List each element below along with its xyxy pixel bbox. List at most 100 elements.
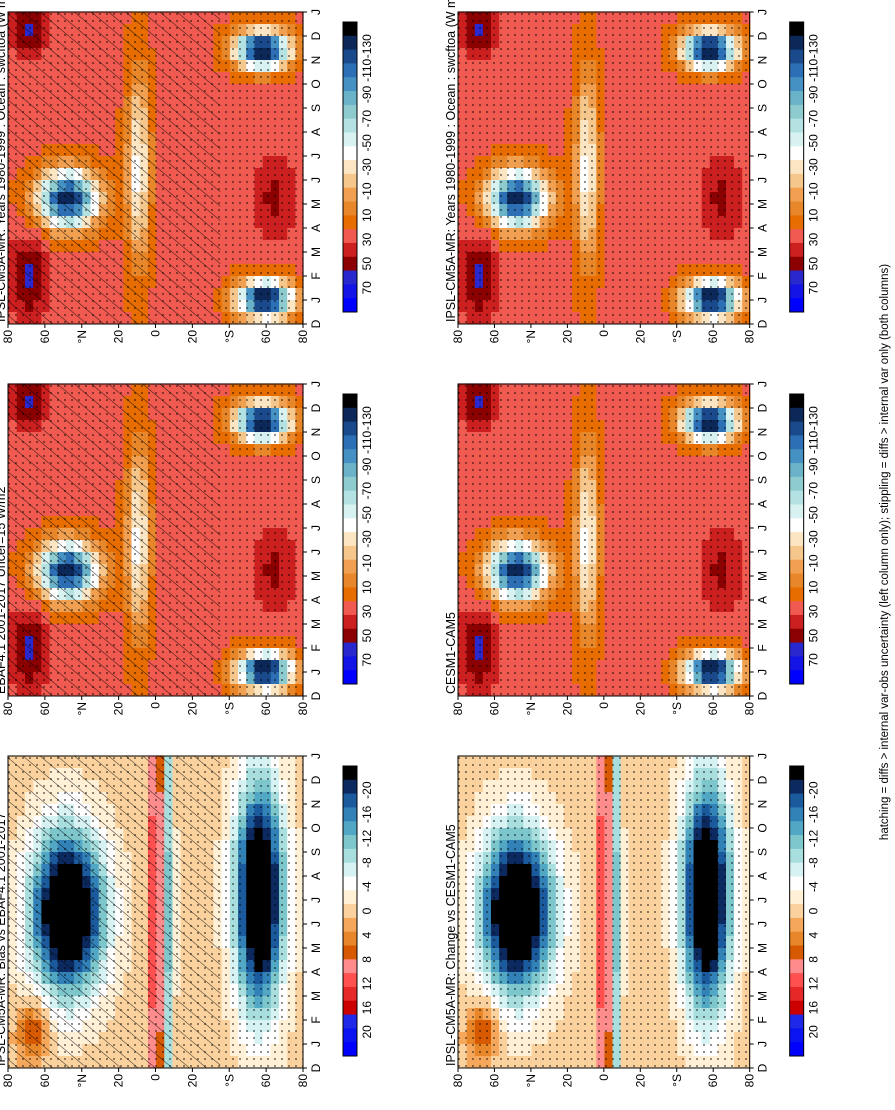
colorbar-swatch (790, 132, 804, 146)
colorbar-swatch (343, 298, 357, 312)
colorbar-swatch (343, 229, 357, 243)
x-tick-label: J (756, 525, 770, 531)
colorbar-label: -130 (360, 34, 374, 58)
x-tick-label: J (309, 297, 323, 303)
x-tick-label: J (756, 669, 770, 675)
colorbar-label: 50 (360, 629, 374, 643)
x-tick-label: A (309, 224, 323, 232)
colorbar-swatch (790, 187, 804, 201)
x-tick-label: J (309, 177, 323, 183)
y-tick-label: 20 (112, 330, 126, 344)
colorbar-swatch (790, 532, 804, 546)
x-tick-label: M (756, 571, 770, 581)
y-tick-label: 20 (112, 702, 126, 716)
colorbar-label: 50 (807, 629, 821, 643)
y-tick-label: 60 (38, 330, 52, 344)
colorbar-label: -110 (807, 58, 821, 81)
y-tick-label: °S (670, 702, 684, 715)
y-tick-label: 60 (706, 330, 720, 344)
x-tick-label: F (756, 272, 770, 279)
colorbar-label: -10 (360, 182, 374, 200)
colorbar-swatch (790, 435, 804, 449)
colorbar-swatch (790, 670, 804, 684)
colorbar-swatch (790, 642, 804, 656)
y-tick-label: °S (222, 702, 236, 715)
x-tick-label: S (309, 104, 323, 112)
colorbar-swatch (790, 270, 804, 284)
colorbar-label: 10 (360, 580, 374, 594)
y-tick-label: 0 (149, 330, 163, 337)
colorbar-swatch (790, 35, 804, 49)
colorbar-swatch (343, 628, 357, 642)
colorbar-swatch (790, 421, 804, 435)
colorbar-swatch (343, 559, 357, 573)
colorbar-swatch (343, 146, 357, 160)
y-tick-label: 20 (185, 702, 199, 716)
colorbar-swatch (790, 559, 804, 573)
colorbar-swatch (343, 614, 357, 628)
colorbar-swatch (790, 614, 804, 628)
y-tick-label: 80 (451, 702, 465, 716)
x-tick-label: J (756, 549, 770, 555)
colorbar-swatch (790, 49, 804, 63)
colorbar-swatch (343, 242, 357, 256)
colorbar-label: -70 (807, 110, 821, 128)
x-tick-label: D (309, 31, 323, 40)
x-tick-label: A (309, 500, 323, 508)
y-tick-label: 20 (560, 702, 574, 716)
x-tick-label: M (309, 571, 323, 581)
x-tick-label: F (756, 644, 770, 651)
colorbar-swatch (790, 476, 804, 490)
colorbar-swatch (790, 656, 804, 670)
colorbar-swatch (790, 63, 804, 77)
colorbar-label: -10 (807, 554, 821, 572)
colorbar-label: -90 (807, 86, 821, 104)
x-tick-label: D (309, 319, 323, 328)
x-tick-label: A (756, 128, 770, 136)
colorbar-label: -50 (360, 506, 374, 524)
colorbar-label: 10 (807, 580, 821, 594)
colorbar-label: -30 (807, 158, 821, 176)
colorbar-swatch (343, 173, 357, 187)
panel-title: EBAF4.1 2001-2017 Uncer=15 W/m2 (0, 487, 8, 694)
colorbar-swatch (343, 91, 357, 105)
x-tick-label: A (756, 500, 770, 508)
colorbar-swatch (343, 504, 357, 518)
colorbar-swatch (343, 77, 357, 91)
colorbar-swatch (343, 187, 357, 201)
y-tick-label: 60 (487, 330, 501, 344)
panel-title: IPSL-CM5A-MR: Years 1980-1999 : Ocean : … (443, 0, 458, 322)
x-tick-label: D (756, 31, 770, 40)
x-tick-label: J (309, 153, 323, 159)
colorbar-swatch (343, 132, 357, 146)
colorbar-swatch (343, 545, 357, 559)
y-tick-label: °S (670, 330, 684, 343)
colorbar-swatch (343, 449, 357, 463)
colorbar-swatch (343, 518, 357, 532)
hatching-overlay (8, 384, 220, 696)
colorbar-swatch (790, 77, 804, 91)
x-tick-label: J (756, 381, 770, 387)
colorbar-label: 30 (360, 605, 374, 619)
x-tick-label: A (756, 224, 770, 232)
x-tick-label: M (309, 247, 323, 257)
y-tick-label: 80 (296, 330, 310, 344)
colorbar-swatch (790, 463, 804, 477)
y-tick-label: 80 (296, 702, 310, 716)
colorbar-label: -10 (807, 182, 821, 200)
y-tick-label: 20 (185, 330, 199, 344)
colorbar-label: -30 (360, 158, 374, 176)
x-tick-label: J (309, 549, 323, 555)
colorbar-swatch (343, 104, 357, 118)
y-tick-label: °N (524, 702, 538, 715)
x-tick-label: S (756, 476, 770, 484)
x-tick-label: M (756, 247, 770, 257)
stippling-overlay (458, 384, 750, 696)
colorbar-swatch (790, 118, 804, 132)
colorbar-label: 50 (807, 257, 821, 271)
